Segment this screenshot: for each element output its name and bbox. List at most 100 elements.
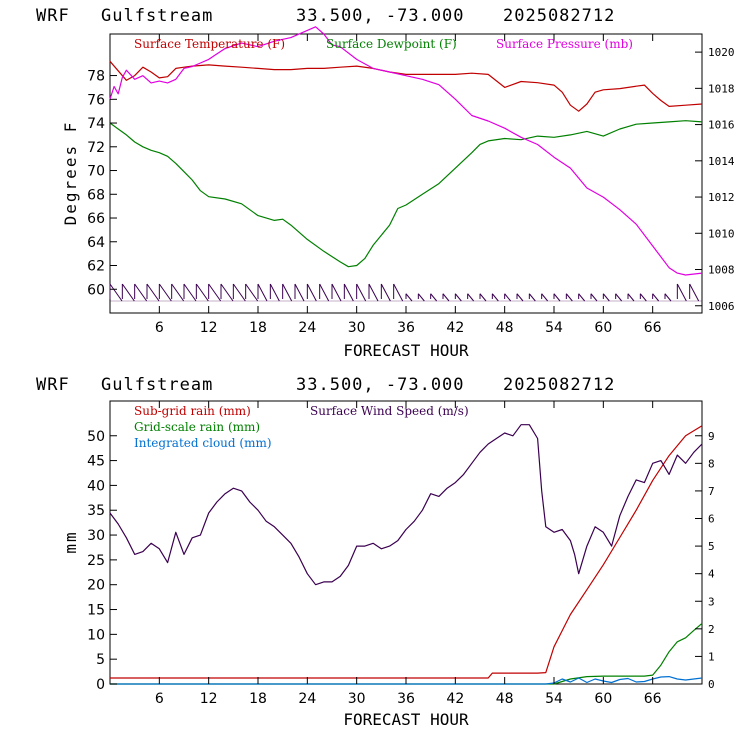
wind-barb-flag <box>183 283 197 302</box>
wind-barb-flag <box>676 283 687 302</box>
panel1-y2tick-label: 1016 <box>708 119 735 132</box>
panel2-y2tick-label: 2 <box>708 623 715 636</box>
panel2-ytick-label: 5 <box>96 652 105 668</box>
panel1-xtick-label: 66 <box>644 320 662 336</box>
panel1-ytick-label: 72 <box>87 140 105 156</box>
wind-barb-flag <box>109 283 123 302</box>
wind-barb-flag <box>245 283 259 302</box>
panel2-ylabel: mm <box>61 530 80 553</box>
panel1-ytick-label: 76 <box>87 92 105 108</box>
wind-barb-flag <box>689 283 700 302</box>
panel2-series-sub-grid-rain-mm-line <box>110 425 703 679</box>
panel2-series-grid-scale-rain-mm-line <box>110 622 703 685</box>
panel1-series-surface-pressure-mb-line <box>109 26 703 276</box>
panel2-ytick-label: 10 <box>87 627 105 643</box>
wind-barb-flag <box>319 283 330 302</box>
panel2-ytick-label: 30 <box>87 528 105 544</box>
wind-barb-flag <box>541 293 549 302</box>
panel2-legend-sub-grid-rain-mm: Sub-grid rain (mm) <box>134 404 251 418</box>
wind-barb-flag <box>331 283 342 302</box>
panel2-plot: 6 12 18 24 30 36 42 48 54 60 660510152025303540455… <box>61 400 715 729</box>
panel2-ytick-label: 35 <box>87 503 105 519</box>
panel2-model: WRF <box>36 375 70 395</box>
panel2-series-integrated-cloud-mm-line <box>110 675 703 685</box>
panel2-xtick-label: 24 <box>298 691 316 707</box>
panel1-xtick-label: 12 <box>200 320 218 336</box>
wind-barb-flag <box>257 283 268 302</box>
panel1-date: 2025082712 <box>503 6 615 26</box>
panel1-ytick-label: 66 <box>87 211 105 227</box>
panel2-ytick-label: 15 <box>87 603 105 619</box>
wind-barb-flag <box>664 293 672 302</box>
panel2-coords: 33.500, -73.000 <box>296 375 465 395</box>
panel1-xtick-label: 54 <box>545 320 563 336</box>
wind-barb-flag <box>491 293 499 302</box>
wind-barb-flag <box>430 293 438 302</box>
panel2-xtick-label: 12 <box>200 691 218 707</box>
panel2-xlabel: FORECAST HOUR <box>343 710 469 729</box>
panel1-wind-barbs <box>109 283 702 302</box>
panel2-legend-grid-scale-rain-mm: Grid-scale rain (mm) <box>134 420 260 434</box>
panel1-series-surface-dewpoint-f-line <box>109 120 703 268</box>
wind-barb-flag <box>195 283 209 302</box>
panel1-y2tick-label: 1018 <box>708 82 735 95</box>
wind-barb-flag <box>146 283 160 302</box>
panel1-model: WRF <box>36 6 70 26</box>
panel1-series-surface-temperature-f-line <box>109 60 703 112</box>
wind-barb-flag <box>627 293 635 302</box>
wind-barb-flag <box>553 293 561 302</box>
panel1-ytick-label: 70 <box>87 164 105 180</box>
panel2-y2tick-label: 6 <box>708 513 715 526</box>
panel2-legend: Sub-grid rain (mm) Surface Wind Speed (m/… <box>134 404 469 450</box>
wind-barb-flag <box>639 293 647 302</box>
panel2-xtick-label: 6 <box>155 691 164 707</box>
wind-barb-flag <box>269 283 280 302</box>
wind-barb-flag <box>232 283 246 302</box>
panel1-legend-surface-pressure-mb: Surface Pressure (mb) <box>496 37 633 51</box>
wind-barb-flag <box>208 283 222 302</box>
wind-barb-flag <box>343 283 354 302</box>
panel1-coords: 33.500, -73.000 <box>296 6 465 26</box>
panel2-xtick-label: 60 <box>594 691 612 707</box>
panel1-series-group <box>109 26 703 276</box>
panel2-y2tick-label: 9 <box>708 430 715 443</box>
panel1-legend-surface-dewpoint-f: Surface Dewpoint (F) <box>326 37 457 51</box>
panel1-xtick-label: 42 <box>446 320 464 336</box>
panel2-y2tick-label: 3 <box>708 595 715 608</box>
wind-barb-flag <box>380 283 391 302</box>
panel2-y2tick-label: 5 <box>708 540 715 553</box>
panel1-ytick-label: 68 <box>87 187 105 203</box>
panel1-ytick-label: 60 <box>87 282 105 298</box>
panel2-location: Gulfstream <box>101 375 213 395</box>
panel1-xtick-label: 48 <box>496 320 514 336</box>
wind-barb-flag <box>294 283 305 302</box>
panel2-ytick-label: 45 <box>87 454 105 470</box>
panel2-xtick-label: 54 <box>545 691 563 707</box>
wind-barb-flag <box>158 283 172 302</box>
panel1-y2tick-label: 1006 <box>708 300 735 313</box>
wind-barb-flag <box>615 293 623 302</box>
panel2-legend-integrated-cloud-mm: Integrated cloud (mm) <box>134 436 272 450</box>
wind-barb-flag <box>652 293 660 302</box>
panel2-xtick-label: 42 <box>446 691 464 707</box>
panel1-legend: Surface Temperature (F) Surface Dewpoint … <box>134 37 633 51</box>
panel2-series-group <box>109 424 703 685</box>
wind-barb-flag <box>134 283 148 302</box>
panel1-xlabel: FORECAST HOUR <box>343 341 469 360</box>
wind-barb-flag <box>417 293 425 302</box>
panel2-ytick-label: 25 <box>87 553 105 569</box>
wind-barb-flag <box>282 283 293 302</box>
panel1-y2tick-label: 1008 <box>708 264 735 277</box>
panel1-plot: 6 12 18 24 30 36 42 48 54 60 66 60 62 64 66 68 70 72 74 76 7… <box>61 26 735 360</box>
panel2-header: WRF Gulfstream 33.500, -73.000 202508271… <box>36 375 614 395</box>
panel1-xtick-label: 6 <box>155 320 164 336</box>
panel2-xtick-label: 66 <box>644 691 662 707</box>
panel2-xtick-label: 48 <box>496 691 514 707</box>
panel2-y2tick-label: 0 <box>708 678 715 691</box>
panel1-ytick-label: 74 <box>87 116 105 132</box>
wind-barb-flag <box>590 293 598 302</box>
wind-barb-flag <box>479 293 487 302</box>
panel2-y2tick-label: 7 <box>708 485 715 498</box>
panel1-ytick-label: 64 <box>87 235 105 251</box>
panel1-y2tick-label: 1020 <box>708 46 735 59</box>
